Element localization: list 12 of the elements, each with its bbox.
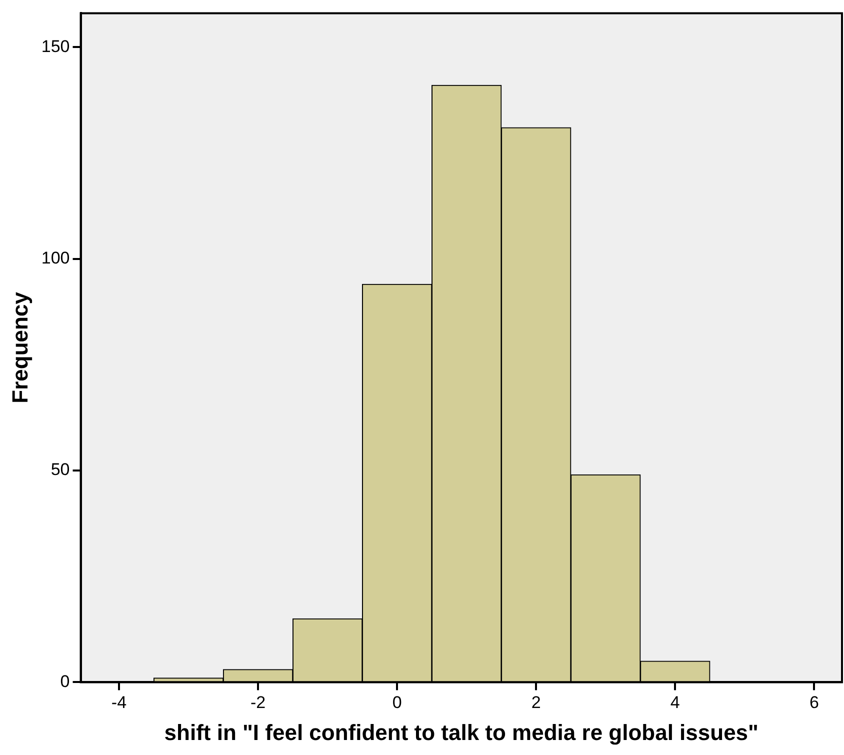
y-axis-title: Frequency — [7, 291, 32, 404]
y-tick-label: 0 — [60, 672, 70, 691]
x-tick-label: -2 — [250, 693, 266, 712]
x-tick-label: 0 — [392, 693, 402, 712]
x-tick-label: 4 — [670, 693, 680, 712]
y-tick-label: 150 — [41, 36, 70, 56]
x-tick-label: -4 — [111, 693, 127, 712]
x-axis-title: shift in "I feel confident to talk to media re global issues" — [164, 720, 758, 745]
x-tick-label: 6 — [809, 693, 819, 712]
y-tick-label: 50 — [50, 460, 70, 480]
x-tick-label: 2 — [531, 693, 541, 712]
y-tick-label: 100 — [41, 248, 70, 268]
